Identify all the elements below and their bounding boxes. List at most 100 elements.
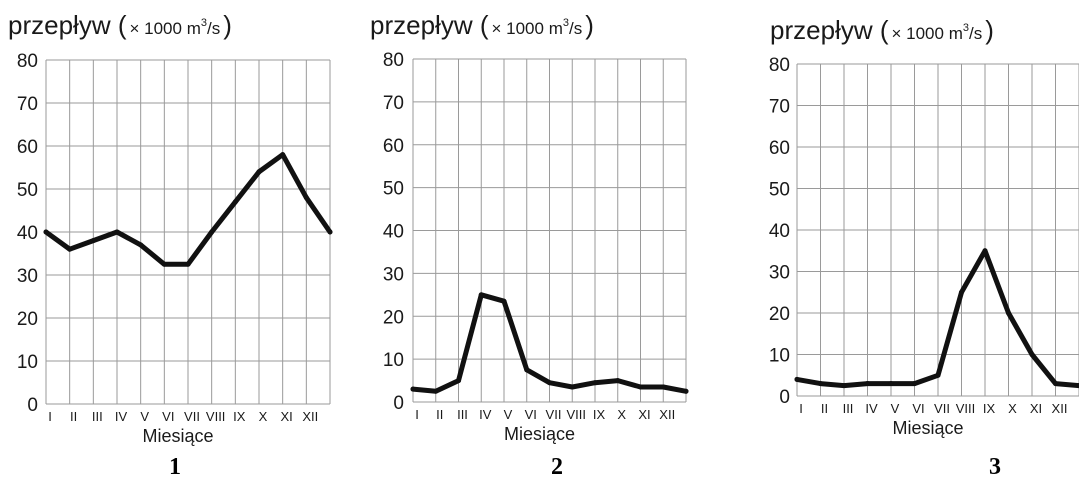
data-point <box>818 381 823 387</box>
x-tick-label: XI <box>281 409 293 424</box>
data-point <box>114 229 120 235</box>
data-point <box>569 384 575 390</box>
x-tick-label: III <box>457 407 468 422</box>
x-tick-label: IV <box>479 407 492 422</box>
data-point <box>1006 310 1011 316</box>
chart-title-main: przepływ <box>370 10 480 40</box>
data-point <box>209 229 215 235</box>
data-point <box>303 195 309 201</box>
y-tick-label: 70 <box>383 93 404 114</box>
y-tick-label: 40 <box>17 223 38 244</box>
y-tick-label: 20 <box>769 304 790 325</box>
data-point <box>256 169 262 175</box>
y-tick-label: 20 <box>17 309 38 330</box>
title-paren-close: ) <box>585 10 594 40</box>
data-point <box>935 372 941 378</box>
x-tick-label: V <box>140 409 149 424</box>
title-paren-open: ( <box>880 15 889 45</box>
data-point <box>232 199 238 205</box>
y-tick-label: 20 <box>383 307 404 328</box>
chart-title-unit: × 1000 m <box>492 19 563 38</box>
data-point <box>683 388 689 394</box>
x-axis-label: Miesiące <box>142 426 213 446</box>
data-point <box>912 381 917 387</box>
chart-title: przepływ (× 1000 m3/s) <box>770 15 994 45</box>
data-point <box>456 378 461 384</box>
data-point <box>410 386 416 392</box>
data-point <box>865 381 870 387</box>
panel-caption: 3 <box>989 454 1001 480</box>
y-tick-label: 80 <box>17 51 38 72</box>
data-point <box>615 378 621 384</box>
y-tick-label: 40 <box>769 221 790 242</box>
title-paren-close: ) <box>223 10 232 40</box>
data-point <box>888 381 894 387</box>
y-tick-label: 60 <box>17 137 38 158</box>
y-tick-label: 30 <box>383 264 404 285</box>
y-tick-label: 0 <box>779 387 790 408</box>
y-tick-label: 50 <box>769 180 790 201</box>
x-tick-label: II <box>436 407 443 422</box>
data-point <box>524 367 530 373</box>
y-tick-label: 40 <box>383 222 404 243</box>
x-tick-label: VI <box>912 401 924 416</box>
chart-panel-2: przepływ (× 1000 m3/s) 0 10 20 30 40 50 60 70 80 I… <box>370 10 689 480</box>
y-tick-label: 70 <box>769 97 790 118</box>
x-tick-label: XI <box>638 407 650 422</box>
data-point <box>501 298 507 304</box>
data-point <box>592 380 598 386</box>
x-tick-label: XII <box>1052 401 1068 416</box>
data-point <box>1029 352 1035 357</box>
x-tick-label: II <box>70 409 77 424</box>
y-tick-label: 0 <box>27 395 38 416</box>
chart-title-unit-tail: /s <box>969 24 982 43</box>
chart-panel-3: przepływ (× 1000 m3/s)01020304050607080I… <box>769 15 1079 480</box>
x-axis-label: Miesiące <box>892 418 963 438</box>
panel-caption: 2 <box>551 454 563 480</box>
x-tick-label: IX <box>593 407 606 422</box>
x-tick-label: V <box>891 401 900 416</box>
data-point <box>433 388 439 394</box>
title-paren-close: ) <box>985 15 994 45</box>
chart-title-unit-sup: 3 <box>563 17 569 29</box>
chart-title: przepływ (× 1000 m3/s) <box>370 10 594 40</box>
title-paren-open: ( <box>480 10 489 40</box>
data-point <box>1053 381 1058 387</box>
y-tick-label: 10 <box>17 352 38 373</box>
x-tick-label: V <box>504 407 513 422</box>
chart-title-unit: × 1000 m <box>130 19 201 38</box>
x-tick-label: IV <box>115 409 128 424</box>
x-tick-label: VII <box>184 409 200 424</box>
x-tick-label: I <box>799 401 803 416</box>
x-tick-label: X <box>1008 401 1017 416</box>
x-axis-label: Miesiące <box>504 424 575 444</box>
y-tick-label: 30 <box>17 266 38 287</box>
chart-panel-1: przepływ (× 1000 m3/s) 0 10 20 30 40 50 60 70 80 I… <box>8 10 333 480</box>
x-tick-label: VII <box>934 401 950 416</box>
y-tick-label: 80 <box>769 55 790 76</box>
chart-title-main: przepływ <box>8 10 118 40</box>
x-tick-label: IX <box>233 409 246 424</box>
data-point <box>1076 383 1079 389</box>
y-tick-label: 60 <box>383 136 404 157</box>
x-tick-label: III <box>843 401 854 416</box>
data-point <box>280 152 286 158</box>
x-tick-label: VI <box>525 407 537 422</box>
y-tick-label: 50 <box>383 179 404 200</box>
data-point <box>185 261 191 267</box>
chart-title-unit-sup: 3 <box>963 22 969 34</box>
x-tick-label: VIII <box>956 401 976 416</box>
chart-title-main: przepływ <box>770 15 880 45</box>
data-point <box>161 261 167 267</box>
x-tick-label: XII <box>659 407 675 422</box>
y-tick-label: 10 <box>769 346 790 367</box>
data-point <box>327 229 333 235</box>
chart-title-unit: × 1000 m <box>892 24 963 43</box>
chart-title-unit-sup: 3 <box>201 17 207 29</box>
x-tick-label: IV <box>865 401 878 416</box>
x-tick-label: XII <box>302 409 318 424</box>
data-point <box>90 238 96 244</box>
y-tick-label: 60 <box>769 138 790 159</box>
chart-title: przepływ (× 1000 m3/s) <box>8 10 232 40</box>
